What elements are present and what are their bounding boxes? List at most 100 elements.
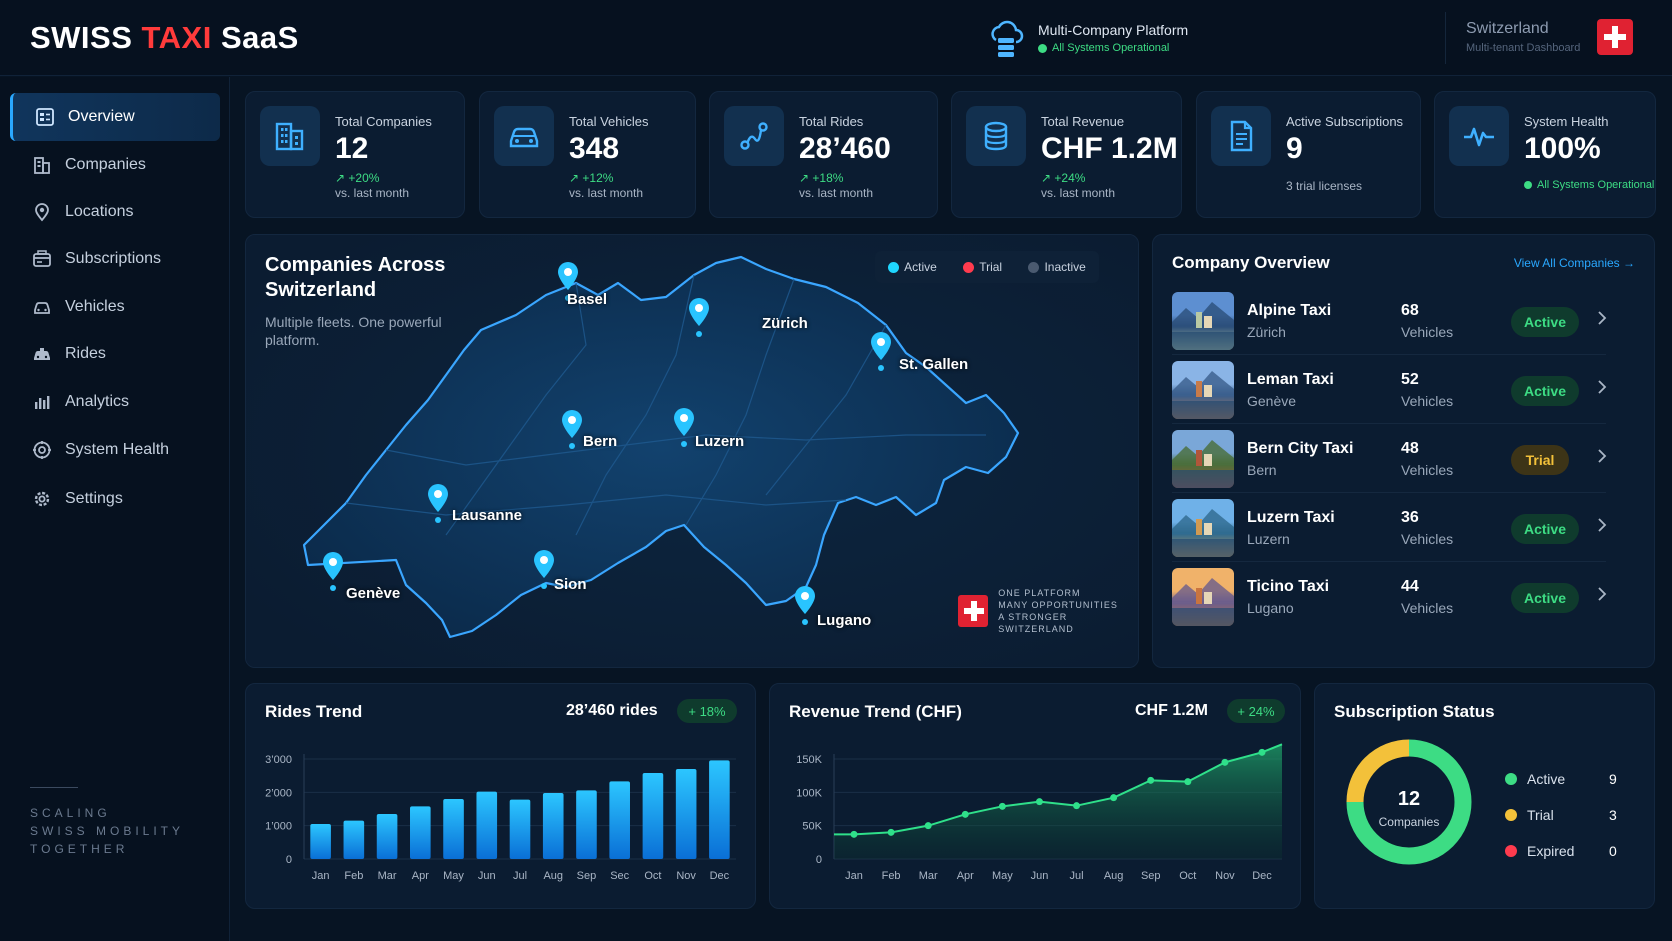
sidebar-item-label: System Health (65, 441, 170, 458)
map-pin-icon[interactable] (426, 483, 450, 525)
point-dec[interactable] (1258, 748, 1266, 756)
stat-delta: ↗ +20% (335, 171, 380, 185)
stat-card-companies[interactable]: Total Companies 12 ↗ +20% vs. last month (245, 91, 465, 218)
slice-active[interactable] (1346, 739, 1472, 865)
sidebar-item-settings[interactable]: Settings (10, 475, 220, 523)
bar-apr[interactable] (410, 806, 431, 859)
stat-card-rides[interactable]: Total Rides 28’460 ↗ +18% vs. last month (709, 91, 938, 218)
chevron-right-icon[interactable] (1596, 310, 1608, 326)
point-apr[interactable] (961, 810, 969, 818)
city-label-zurich: Zürich (762, 315, 808, 332)
taxi-icon (32, 344, 52, 364)
map-pin-icon[interactable] (869, 331, 893, 373)
point-jan[interactable] (850, 830, 858, 838)
point-mar[interactable] (924, 822, 932, 830)
chevron-right-icon[interactable] (1596, 448, 1608, 464)
point-nov[interactable] (1221, 758, 1229, 766)
donut-center-value: 12 (1397, 788, 1421, 810)
sidebar-item-subscriptions[interactable]: Subscriptions (10, 235, 220, 283)
slice-trial[interactable] (1346, 739, 1410, 803)
stat-delta: ↗ +12% (569, 171, 614, 185)
legend-active: Active (888, 260, 937, 274)
map-pin-icon[interactable] (687, 297, 711, 339)
tagline-divider (30, 787, 78, 788)
map-pin-icon[interactable] (532, 549, 556, 591)
company-vehicle-count: 48 (1401, 440, 1419, 457)
bar-sec[interactable] (609, 781, 630, 859)
point-sep[interactable] (1147, 776, 1155, 784)
view-all-companies-link[interactable]: View All Companies → (1513, 256, 1635, 270)
stat-card-revenue[interactable]: Total Revenue CHF 1.2M ↗ +24% vs. last m… (951, 91, 1182, 218)
bar-aug[interactable] (542, 793, 564, 859)
stat-delta: ↗ +24% (1041, 171, 1086, 185)
bar-mar[interactable] (376, 814, 398, 859)
bar-sep[interactable] (576, 790, 597, 859)
sidebar-item-rides[interactable]: Rides (10, 330, 220, 378)
company-overview-title: Company Overview (1172, 253, 1330, 272)
bar-oct[interactable] (642, 773, 664, 859)
stat-card-system-health[interactable]: System Health 100% All Systems Operation… (1434, 91, 1656, 218)
map-pin-icon[interactable] (793, 585, 817, 627)
point-jul[interactable] (1073, 802, 1081, 810)
x-tick-label: Jun (478, 870, 496, 882)
sidebar-item-label: Locations (65, 203, 134, 220)
company-vehicle-count: 44 (1401, 578, 1419, 595)
stat-value: CHF 1.2M (1041, 132, 1178, 165)
sidebar-item-label: Companies (65, 156, 146, 173)
point-jun[interactable] (1035, 798, 1043, 806)
map-pin-icon[interactable] (556, 261, 580, 303)
building-icon (260, 106, 320, 166)
status-badge: Active (1511, 307, 1579, 337)
bar-nov[interactable] (675, 769, 697, 859)
brand-logo[interactable]: SWISS TAXI SaaS (30, 20, 299, 55)
point-may[interactable] (998, 802, 1006, 810)
car-icon (494, 106, 554, 166)
y-tick-label: 1’000 (265, 821, 292, 833)
bar-dec[interactable] (709, 760, 730, 859)
location-pin-icon (32, 202, 52, 222)
platform-title: Multi-Company Platform (1038, 22, 1189, 38)
map-pin-icon[interactable] (321, 551, 345, 593)
sidebar-item-analytics[interactable]: Analytics (10, 378, 220, 426)
x-tick-label: Sec (610, 870, 629, 882)
company-city: Bern (1247, 462, 1277, 478)
sidebar-item-locations[interactable]: Locations (10, 188, 220, 236)
sidebar-item-system-health[interactable]: System Health (10, 426, 220, 474)
bar-jan[interactable] (310, 824, 331, 859)
bar-jun[interactable] (476, 791, 498, 859)
chevron-right-icon[interactable] (1596, 586, 1608, 602)
map-legend: Active Trial Inactive (875, 251, 1099, 283)
sidebar-item-vehicles[interactable]: Vehicles (10, 283, 220, 331)
point-aug[interactable] (1110, 794, 1118, 802)
city-label-lugano: Lugano (817, 612, 872, 629)
stat-card-subscriptions[interactable]: Active Subscriptions 9 3 trial licenses (1196, 91, 1421, 218)
point-oct[interactable] (1184, 778, 1192, 786)
point-feb[interactable] (887, 828, 895, 836)
subscription-icon (32, 249, 52, 269)
map-pin-icon[interactable] (672, 407, 696, 449)
bar-feb[interactable] (343, 820, 365, 859)
company-row[interactable]: Luzern Taxi Luzern 36 Vehicles Active (1172, 492, 1608, 557)
company-row[interactable]: Bern City Taxi Bern 48 Vehicles Trial (1172, 423, 1608, 488)
x-tick-label: Feb (344, 870, 363, 882)
sidebar-item-companies[interactable]: Companies (10, 141, 220, 189)
chevron-right-icon[interactable] (1596, 517, 1608, 533)
stat-card-vehicles[interactable]: Total Vehicles 348 ↗ +12% vs. last month (479, 91, 696, 218)
map-pin-icon[interactable] (560, 409, 584, 451)
company-row[interactable]: Leman Taxi Genève 52 Vehicles Active (1172, 354, 1608, 419)
platform-status: Multi-Company Platform All Systems Opera… (986, 18, 1188, 58)
company-row[interactable]: Alpine Taxi Zürich 68 Vehicles Active (1172, 285, 1608, 350)
stat-value: 28’460 (799, 132, 891, 165)
chevron-right-icon[interactable] (1596, 379, 1608, 395)
city-label-bern: Bern (583, 433, 618, 450)
region-selector[interactable]: Switzerland Multi-tenant Dashboard (1445, 12, 1645, 64)
sidebar-item-overview[interactable]: Overview (10, 93, 220, 141)
subscription-donut-chart[interactable] (1315, 684, 1656, 910)
revenue-area-chart[interactable]: 0 50K 100K 150K Jan Feb Mar Apr May Jun Jul Aug Sep O… (770, 684, 1302, 910)
company-row[interactable]: Ticino Taxi Lugano 44 Vehicles Active (1172, 561, 1608, 626)
stat-label: Total Revenue (1041, 114, 1125, 129)
sidebar-item-label: Analytics (65, 393, 130, 410)
bar-may[interactable] (443, 799, 464, 859)
bar-jul[interactable] (509, 799, 531, 859)
rides-bar-chart[interactable]: 0 1’000 2’000 3’000 Jan Feb Mar Apr May Jun Jul Aug… (246, 684, 757, 910)
